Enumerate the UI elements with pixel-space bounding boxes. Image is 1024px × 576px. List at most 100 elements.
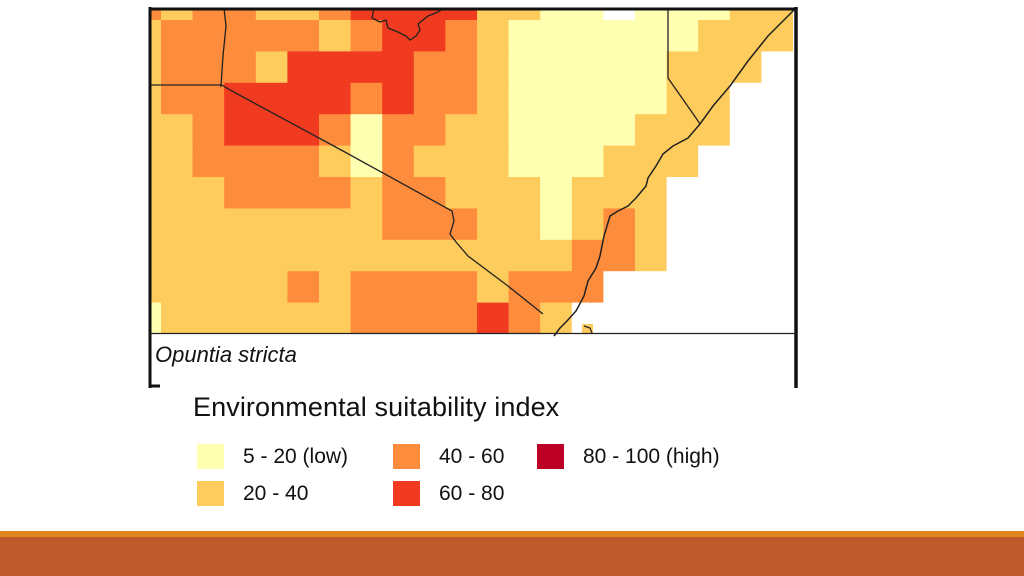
map-cell xyxy=(635,208,667,241)
map-cell xyxy=(319,82,351,115)
map-cell xyxy=(319,239,351,272)
map-cell xyxy=(224,8,257,21)
state-border-right xyxy=(667,8,701,125)
map-cell xyxy=(161,114,193,146)
map-cell xyxy=(698,239,731,272)
map-cell xyxy=(571,208,604,241)
map-cell xyxy=(698,177,731,209)
map-cell xyxy=(508,177,541,209)
map-cell xyxy=(666,177,699,209)
map-cell xyxy=(635,114,667,146)
map-cell xyxy=(445,114,478,146)
map-cell xyxy=(161,8,193,21)
map-cell xyxy=(445,82,478,115)
map-cell xyxy=(508,8,541,21)
map-cell xyxy=(698,271,731,303)
map-cell xyxy=(382,82,415,115)
map-cell xyxy=(319,208,351,241)
map-cell xyxy=(666,145,699,178)
map-cell xyxy=(445,239,478,272)
legend-item-high: 80 - 100 (high) xyxy=(537,444,720,469)
map-cell xyxy=(761,208,794,241)
legend-label: 60 - 80 xyxy=(439,481,505,505)
map-cell xyxy=(666,271,699,303)
map-cell xyxy=(150,302,162,334)
map-cell xyxy=(761,302,794,334)
legend-swatch xyxy=(537,444,564,469)
map-cell xyxy=(224,239,257,272)
map-cell xyxy=(540,8,573,21)
map-cell xyxy=(635,20,667,52)
map-cell xyxy=(255,177,288,209)
map-cell xyxy=(508,114,541,146)
map-cell xyxy=(192,20,225,52)
map-cell xyxy=(603,302,636,334)
map-cells xyxy=(150,8,797,334)
map-cell xyxy=(666,239,699,272)
map-cell xyxy=(255,271,288,303)
map-cell xyxy=(571,239,604,272)
map-cell xyxy=(571,271,604,303)
map-cell xyxy=(761,51,794,84)
map-cell xyxy=(635,82,667,115)
map-cell xyxy=(413,51,446,84)
map-cell xyxy=(477,177,509,209)
map-cell xyxy=(477,8,509,21)
map-cell xyxy=(161,208,193,241)
map-cell xyxy=(287,20,320,52)
map-cell xyxy=(508,51,541,84)
map-cell xyxy=(477,51,509,84)
map-cell xyxy=(382,51,415,84)
map-cell xyxy=(761,271,794,303)
map-cell xyxy=(255,8,288,21)
map-cell xyxy=(224,145,257,178)
map-cell xyxy=(350,177,383,209)
map-cell xyxy=(150,8,162,21)
map-figure xyxy=(148,6,798,389)
island xyxy=(583,325,593,334)
map-cell xyxy=(224,82,257,115)
map-cell xyxy=(255,20,288,52)
map-cell xyxy=(508,20,541,52)
map-cell xyxy=(161,177,193,209)
legend-label: 80 - 100 (high) xyxy=(583,444,720,468)
map-cell xyxy=(729,177,762,209)
map-cell xyxy=(761,82,794,115)
map-cell xyxy=(161,82,193,115)
map-cell xyxy=(382,177,415,209)
map-cell xyxy=(729,82,762,115)
map-cell xyxy=(287,51,320,84)
map-cell xyxy=(508,239,541,272)
map-cell xyxy=(761,114,794,146)
map-cell xyxy=(445,8,478,21)
map-cell xyxy=(150,145,162,178)
map-cell xyxy=(603,271,636,303)
map-cell xyxy=(350,114,383,146)
state-border-vertical xyxy=(220,7,227,88)
map-cell xyxy=(761,8,794,21)
map-cell xyxy=(382,114,415,146)
map-cell xyxy=(350,82,383,115)
map-cell xyxy=(150,271,162,303)
map-cell xyxy=(319,145,351,178)
map-cell xyxy=(761,20,794,52)
map-cell xyxy=(540,20,573,52)
legend-label: 5 - 20 (low) xyxy=(243,444,349,468)
map-cell xyxy=(729,114,762,146)
map-cell xyxy=(350,8,383,21)
map-cell xyxy=(477,114,509,146)
map-cell xyxy=(413,8,446,21)
map-outer-frame xyxy=(149,7,797,11)
map-cell xyxy=(192,177,225,209)
map-cell xyxy=(192,51,225,84)
map-cell xyxy=(729,302,762,334)
map-cell xyxy=(161,302,193,334)
map-cell xyxy=(508,145,541,178)
map-cell xyxy=(287,239,320,272)
map-cell xyxy=(635,51,667,84)
map-cell xyxy=(382,239,415,272)
map-cell xyxy=(761,239,794,272)
map-cell xyxy=(540,208,573,241)
map-cell xyxy=(698,82,731,115)
map-cell xyxy=(350,239,383,272)
